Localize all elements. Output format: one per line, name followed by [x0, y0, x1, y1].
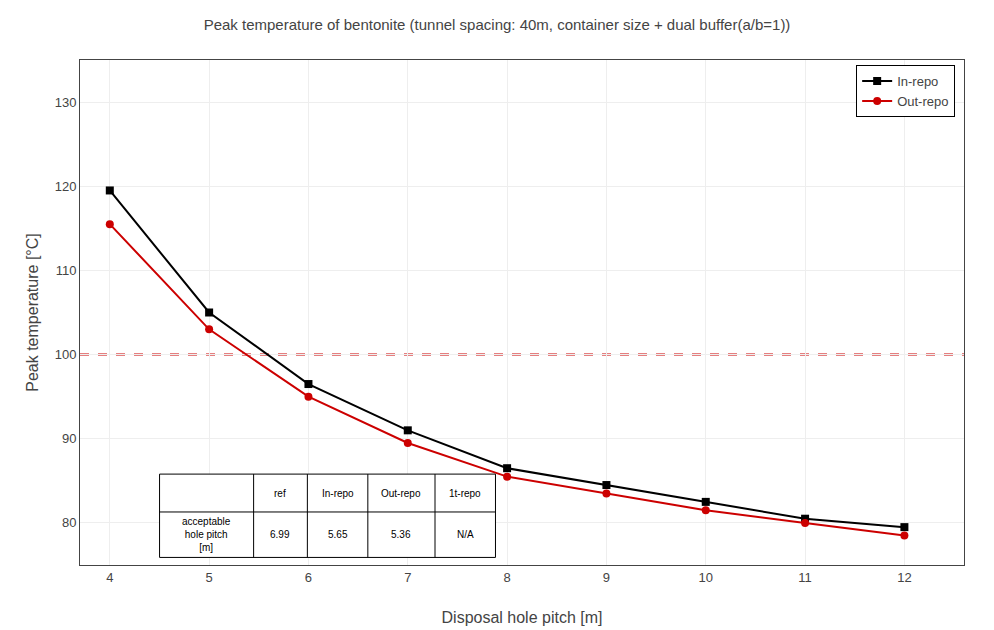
svg-text:1t-repo: 1t-repo [449, 488, 481, 499]
svg-text:110: 110 [56, 263, 77, 278]
svg-text:12: 12 [897, 570, 911, 585]
svg-text:Peak temperature of bentonite: Peak temperature of bentonite (tunnel sp… [204, 16, 791, 33]
svg-text:Out-repo: Out-repo [897, 94, 948, 109]
svg-text:5.65: 5.65 [328, 529, 348, 540]
svg-text:7: 7 [404, 570, 411, 585]
svg-text:5: 5 [206, 570, 213, 585]
svg-text:130: 130 [55, 95, 77, 110]
svg-text:10: 10 [699, 570, 713, 585]
svg-text:5.36: 5.36 [391, 529, 411, 540]
svg-text:8: 8 [503, 570, 510, 585]
svg-text:120: 120 [55, 179, 77, 194]
svg-text:In-repo: In-repo [897, 74, 938, 89]
svg-text:acceptablehole pitch[m]: acceptablehole pitch[m] [182, 516, 231, 553]
svg-text:ref: ref [274, 488, 286, 499]
svg-text:6.99: 6.99 [270, 529, 290, 540]
svg-text:11: 11 [798, 570, 812, 585]
svg-text:Peak temperature [°C]: Peak temperature [°C] [24, 233, 41, 391]
svg-text:6: 6 [305, 570, 312, 585]
svg-text:100: 100 [55, 347, 77, 362]
svg-text:90: 90 [62, 431, 76, 446]
svg-text:Out-repo: Out-repo [381, 488, 421, 499]
svg-text:In-repo: In-repo [322, 488, 354, 499]
svg-text:N/A: N/A [457, 529, 474, 540]
svg-text:80: 80 [62, 515, 76, 530]
svg-text:4: 4 [106, 570, 113, 585]
svg-text:9: 9 [603, 570, 610, 585]
svg-text:Disposal hole pitch [m]: Disposal hole pitch [m] [442, 609, 603, 626]
